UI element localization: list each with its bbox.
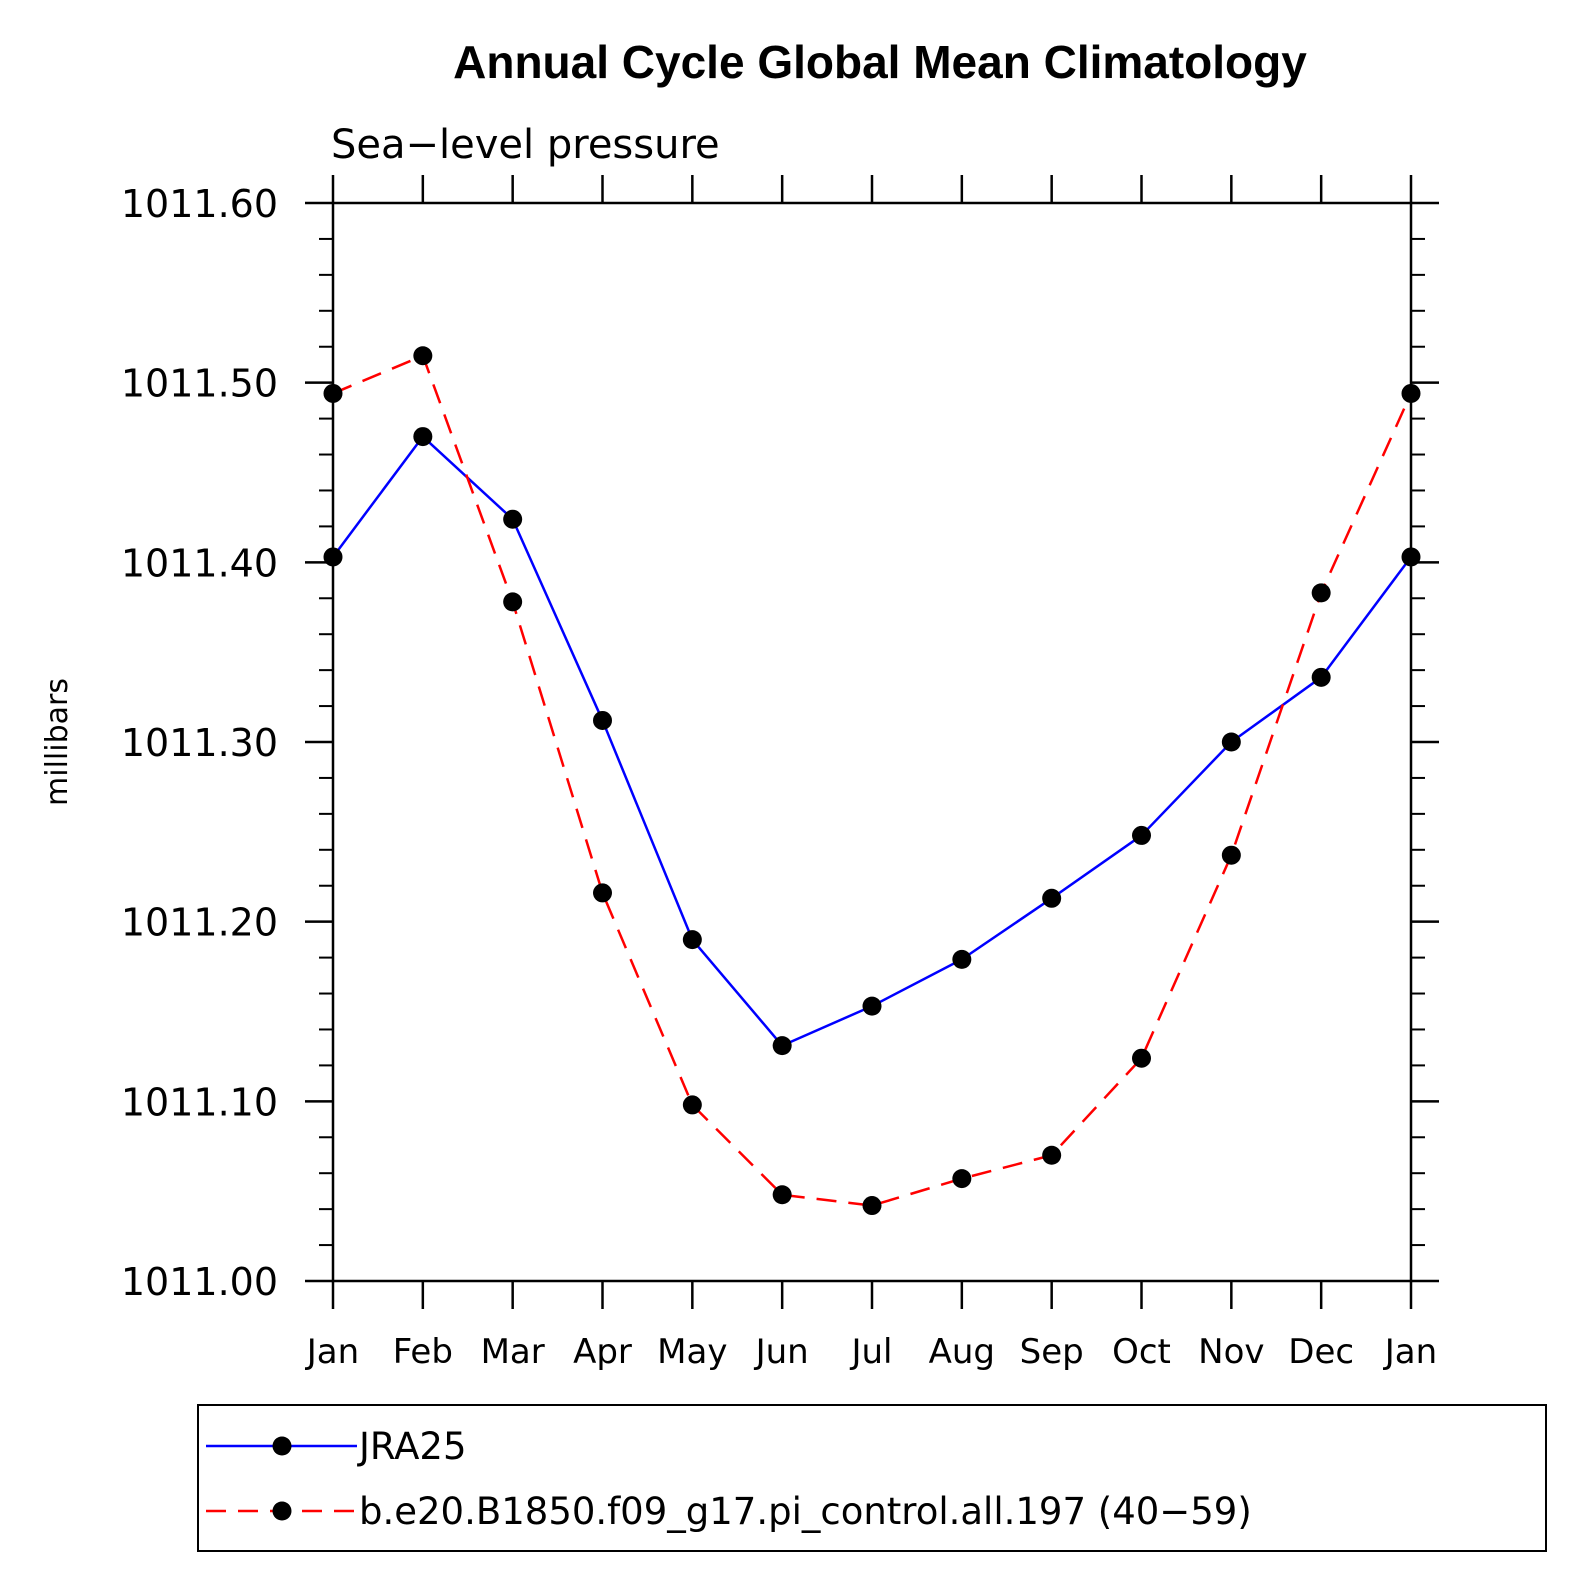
x-tick-label: Apr <box>573 1332 632 1372</box>
plot-frame <box>331 201 1413 1283</box>
series-point-1 <box>772 1185 792 1205</box>
x-tick-label: Jul <box>849 1332 892 1372</box>
x-tick-label: Oct <box>1112 1332 1171 1372</box>
x-tick-label: Aug <box>929 1332 995 1372</box>
series-point-1 <box>323 383 343 403</box>
y-axis-label: millibars <box>40 678 75 806</box>
series-point-0 <box>1132 825 1151 845</box>
y-tick-label: 1011.60 <box>121 182 278 226</box>
series-point-1 <box>952 1169 972 1189</box>
series-point-0 <box>323 547 343 567</box>
chart-subtitle: Sea−level pressure <box>331 122 720 168</box>
legend-entries: JRA25 b.e20.B1850.f09_g17.pi_control.all.… <box>206 1425 1252 1533</box>
series-point-1 <box>503 592 523 612</box>
series-point-0 <box>1221 732 1241 752</box>
series-point-1 <box>413 346 433 366</box>
axes: 1011.00 1011.10 1011.20 1011.30 1011.40 1011.… <box>121 175 1439 1372</box>
x-tick-label: Jun <box>754 1332 809 1372</box>
y-tick-label: 1011.10 <box>121 1080 278 1124</box>
series-point-1 <box>1401 383 1421 403</box>
series-line-0 <box>331 435 1413 1047</box>
y-tick-label: 1011.00 <box>121 1260 278 1304</box>
x-tick-label: Nov <box>1198 1332 1264 1372</box>
y-tick-label: 1011.20 <box>121 901 278 945</box>
x-tick-label: Feb <box>393 1332 453 1372</box>
chart-title: Annual Cycle Global Mean Climatology <box>453 36 1307 88</box>
x-tick-label: Mar <box>481 1332 545 1372</box>
y-tick-label: 1011.50 <box>121 362 278 406</box>
series-point-0 <box>503 509 523 529</box>
y-tick-label: 1011.40 <box>121 541 278 585</box>
series-point-0 <box>862 996 882 1016</box>
legend-marker-0 <box>272 1436 292 1456</box>
series-point-0 <box>593 710 612 730</box>
series-point-1 <box>1132 1048 1151 1068</box>
series-point-1 <box>862 1196 882 1216</box>
series-point-1 <box>1042 1145 1062 1165</box>
series-point-1 <box>1221 845 1241 865</box>
series-point-1 <box>593 883 612 903</box>
x-tick-label: Sep <box>1020 1332 1084 1372</box>
series-point-0 <box>682 930 702 950</box>
legend-marker-1 <box>272 1501 292 1521</box>
series-line-1 <box>332 354 1413 1207</box>
legend-label-0: JRA25 <box>357 1425 467 1468</box>
x-tick-label: Jan <box>305 1332 359 1372</box>
series-point-0 <box>952 949 972 969</box>
series-point-1 <box>1311 583 1331 603</box>
x-tick-label: May <box>657 1332 727 1372</box>
series-point-0 <box>413 427 433 447</box>
series-point-0 <box>1311 667 1331 687</box>
series-point-1 <box>682 1095 702 1115</box>
series-point-0 <box>1042 888 1062 908</box>
legend-box <box>197 1404 1547 1552</box>
series-point-0 <box>1401 547 1421 567</box>
legend-label-1: b.e20.B1850.f09_g17.pi_control.all.197 (… <box>359 1490 1252 1533</box>
legend: JRA25 b.e20.B1850.f09_g17.pi_control.all.… <box>197 1404 1547 1552</box>
series-point-0 <box>772 1036 792 1056</box>
x-tick-label: Jan <box>1383 1332 1437 1372</box>
y-tick-label: 1011.30 <box>121 721 278 765</box>
series-group <box>323 346 1421 1216</box>
x-tick-label: Dec <box>1288 1332 1354 1372</box>
